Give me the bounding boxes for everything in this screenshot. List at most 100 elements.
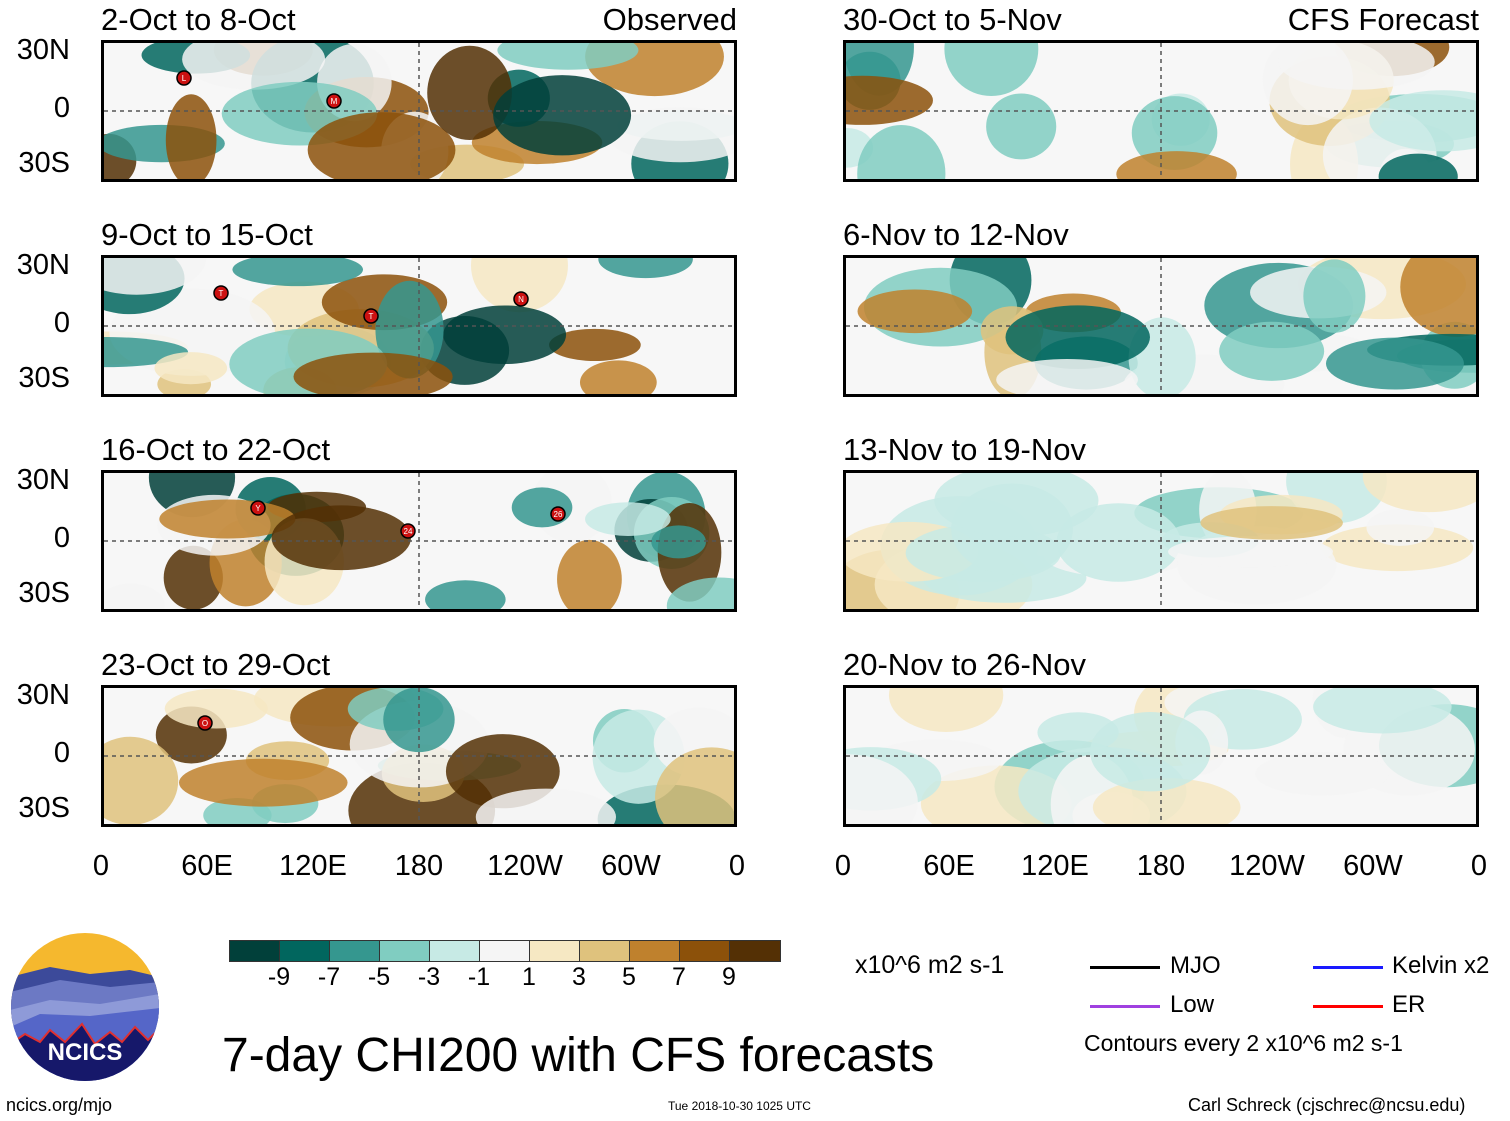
y-tick-label: 30S xyxy=(18,362,70,394)
legend-line-er xyxy=(1313,1005,1383,1008)
x-tick-label: 120W xyxy=(487,850,563,882)
x-tick-label: 60W xyxy=(1343,850,1403,882)
anomaly-region xyxy=(104,258,207,295)
storm-label: T xyxy=(219,289,224,298)
logo-text: NCICS xyxy=(48,1039,123,1066)
y-tick-label: 30N xyxy=(16,679,70,711)
storm-label: Y xyxy=(255,504,261,513)
colorbar-tick-label: 5 xyxy=(622,963,636,991)
colorbar-tick-label: -1 xyxy=(467,963,491,991)
anomaly-region xyxy=(655,747,734,824)
colorbar-swatch xyxy=(330,941,380,961)
anomaly-region xyxy=(598,258,693,279)
map-panel: T T N xyxy=(101,255,737,397)
anomaly-region xyxy=(888,688,1004,733)
anomaly-region xyxy=(232,258,363,287)
x-tick-label: 60E xyxy=(923,850,975,882)
panel-subtitle: Observed xyxy=(602,2,737,37)
anomaly-region xyxy=(1362,473,1476,513)
colorbar-units: x10^6 m2 s-1 xyxy=(855,951,1005,979)
storm-marker: N xyxy=(513,291,529,307)
anomaly-region xyxy=(549,328,641,362)
storm-marker: M xyxy=(326,93,342,109)
colorbar-swatch xyxy=(280,941,330,961)
colorbar-swatch xyxy=(730,941,780,961)
anomaly-region xyxy=(154,352,228,385)
colorbar-swatch xyxy=(530,941,580,961)
x-tick-label: 120E xyxy=(279,850,347,882)
anomaly-region xyxy=(182,43,326,90)
anomaly-region xyxy=(1131,96,1218,170)
panel-title: 9-Oct to 15-Oct xyxy=(101,217,313,252)
anomaly-region xyxy=(651,525,706,559)
x-tick-label: 0 xyxy=(92,850,110,882)
anomaly-region xyxy=(1200,506,1343,540)
storm-marker: Y xyxy=(250,500,266,516)
anomaly-region xyxy=(104,736,179,824)
legend-label-kelvin: Kelvin x2 xyxy=(1392,952,1490,979)
x-tick-label: 180 xyxy=(1136,850,1186,882)
anomaly-region xyxy=(104,583,165,609)
colorbar-swatch xyxy=(680,941,730,961)
storm-label: 24 xyxy=(404,527,413,536)
anomaly-region xyxy=(846,754,918,824)
storm-marker: O xyxy=(197,715,213,731)
anomaly-region xyxy=(579,360,657,394)
colorbar-swatch xyxy=(430,941,480,961)
timestamp: Tue 2018-10-30 1025 UTC xyxy=(668,1099,811,1113)
panel-title: 30-Oct to 5-Nov xyxy=(843,2,1062,37)
storm-marker: T xyxy=(213,285,229,301)
anomaly-region xyxy=(271,505,412,571)
x-tick-label: 0 xyxy=(728,850,746,882)
anomaly-region xyxy=(934,473,1099,537)
storm-label: T xyxy=(369,312,374,321)
colorbar-swatch xyxy=(380,941,430,961)
anomaly-region xyxy=(1400,258,1476,337)
anomaly-region xyxy=(293,352,453,394)
anomaly-region xyxy=(1378,153,1458,179)
x-tick-label: 180 xyxy=(394,850,444,882)
site-link[interactable]: ncics.org/mjo xyxy=(6,1095,113,1115)
anomaly-region xyxy=(996,358,1138,394)
x-tick-label: 120E xyxy=(1021,850,1089,882)
colorbar-tick-label: 1 xyxy=(522,963,536,991)
legend-line-mjo xyxy=(1090,966,1160,969)
map-panel: O xyxy=(101,685,737,827)
anomaly-region xyxy=(511,487,573,528)
anomaly-region xyxy=(1090,712,1211,792)
storm-marker: T xyxy=(363,308,379,324)
x-tick-label: 0 xyxy=(1470,850,1488,882)
credit: Carl Schreck (cjschrec@ncsu.edu) xyxy=(1188,1095,1466,1115)
anomaly-region xyxy=(857,124,946,179)
storm-label: N xyxy=(518,295,524,304)
anomaly-region xyxy=(1092,778,1241,824)
colorbar-tick-label: -5 xyxy=(367,963,391,991)
colorbar xyxy=(229,940,781,962)
y-tick-label: 0 xyxy=(53,307,70,339)
anomaly-region xyxy=(427,45,512,141)
storm-label: 26 xyxy=(554,510,563,519)
anomaly-region xyxy=(944,43,1039,97)
x-tick-label: 60E xyxy=(181,850,233,882)
colorbar-tick-label: 7 xyxy=(672,963,686,991)
x-tick-label: 60W xyxy=(601,850,661,882)
ncics-logo: NCICS xyxy=(11,933,159,1081)
y-tick-label: 30N xyxy=(16,249,70,281)
panel-subtitle: CFS Forecast xyxy=(1287,2,1479,37)
panel-title: 6-Nov to 12-Nov xyxy=(843,217,1069,252)
y-tick-label: 30S xyxy=(18,577,70,609)
storm-marker: L xyxy=(176,70,192,86)
anomaly-region xyxy=(1321,524,1474,572)
anomaly-region xyxy=(1303,259,1366,333)
colorbar-swatch xyxy=(230,941,280,961)
colorbar-swatch xyxy=(480,941,530,961)
map-panel xyxy=(843,685,1479,827)
legend-label-mjo: MJO xyxy=(1170,952,1221,979)
map-panel xyxy=(843,470,1479,612)
anomaly-region xyxy=(1278,43,1435,90)
figure-title: 7-day CHI200 with CFS forecasts xyxy=(222,1029,935,1082)
storm-marker: 26 xyxy=(550,506,566,522)
colorbar-tick-label: -3 xyxy=(417,963,441,991)
legend-label-er: ER xyxy=(1392,991,1426,1018)
